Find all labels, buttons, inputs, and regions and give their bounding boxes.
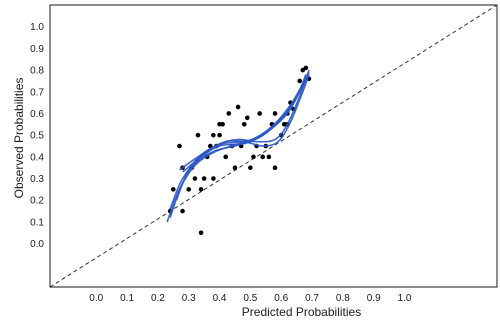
x-tick-label: 0.4 [213, 293, 227, 304]
y-tick-label: 0.3 [30, 174, 44, 185]
data-point [251, 154, 256, 160]
data-point [198, 187, 204, 192]
data-point [244, 115, 250, 121]
x-tick-label: 0.1 [120, 293, 134, 304]
x-tick-label: 0.3 [182, 293, 196, 304]
data-point [180, 208, 185, 214]
data-point [220, 122, 225, 127]
data-point [303, 65, 309, 71]
y-tick-label: 0.9 [30, 44, 44, 55]
y-tick-label: 0.2 [30, 196, 44, 207]
reference-diagonal-line [49, 4, 498, 288]
x-tick-label: 0.9 [367, 293, 381, 304]
data-point [232, 165, 238, 170]
x-axis-title: Predicted Probabilities [242, 305, 361, 319]
x-tick-label: 1.0 [398, 293, 412, 304]
data-point [177, 143, 182, 149]
y-tick-label: 0.6 [30, 109, 44, 120]
data-point [272, 165, 278, 170]
y-axis-title: Observed Probabilities [12, 78, 26, 199]
x-tick-label: 0.6 [274, 293, 288, 304]
data-point [192, 176, 198, 181]
fit-curve [175, 76, 307, 201]
data-point [201, 176, 207, 181]
data-point [272, 111, 278, 116]
data-point [198, 230, 204, 236]
data-point [248, 165, 253, 170]
y-tick-label: 0.5 [30, 131, 44, 142]
x-tick-label: 0.2 [151, 293, 165, 304]
data-point [223, 154, 229, 160]
y-tick-label: 0.0 [30, 239, 44, 250]
y-tick-label: 0.7 [30, 87, 44, 98]
x-tick-label: 0.0 [89, 293, 103, 304]
data-point [195, 132, 201, 138]
y-tick-label: 1.0 [30, 22, 44, 33]
data-point [260, 154, 266, 160]
data-point [257, 111, 262, 116]
data-point [235, 104, 241, 110]
fit-curve [179, 69, 310, 171]
fit-curve [169, 74, 307, 218]
y-axis-ticks: 0.0 0.1 0.2 0.3 0.4 0.5 0.6 0.7 0.8 0.9 1.0 [30, 22, 44, 250]
data-point [186, 187, 192, 192]
y-tick-label: 0.8 [30, 66, 44, 77]
y-tick-label: 0.4 [30, 152, 44, 163]
data-point [171, 187, 176, 192]
data-point [217, 132, 222, 138]
data-point [211, 132, 216, 138]
fitted-curves [166, 69, 310, 223]
data-point [241, 122, 247, 127]
data-point [226, 111, 232, 116]
fit-curve [182, 74, 310, 173]
data-point [297, 78, 303, 84]
data-point [208, 143, 213, 149]
y-tick-label: 0.1 [30, 217, 44, 228]
data-point [266, 154, 272, 160]
plot-frame [49, 4, 498, 288]
x-tick-label: 0.8 [336, 293, 350, 304]
data-point [211, 176, 216, 181]
x-tick-label: 0.5 [243, 293, 257, 304]
scatter-points [167, 65, 312, 236]
x-axis-ticks: 0.0 0.1 0.2 0.3 0.4 0.5 0.6 0.7 0.8 0.9 1.0 [89, 293, 412, 304]
x-tick-label: 0.7 [305, 293, 319, 304]
